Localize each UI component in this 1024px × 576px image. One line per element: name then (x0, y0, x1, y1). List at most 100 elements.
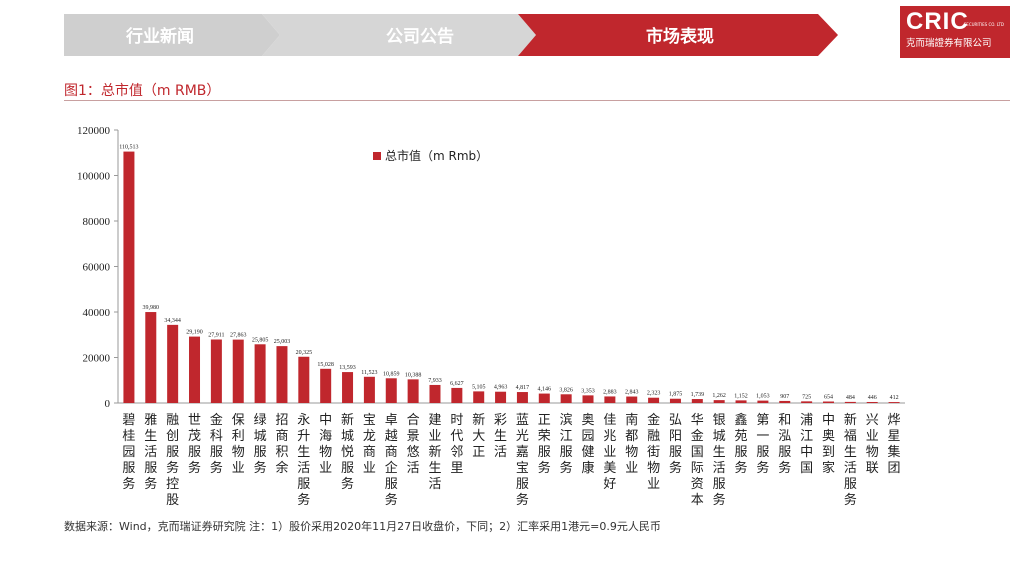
x-tick-label: 星 (888, 429, 901, 444)
x-tick-label: 生 (713, 445, 726, 460)
x-tick-label: 商 (385, 445, 398, 460)
data-label: 6,627 (450, 381, 464, 387)
x-tick-label: 南 (625, 412, 638, 428)
data-label: 39,980 (143, 305, 160, 311)
data-label: 15,028 (317, 362, 334, 368)
x-tick-label: 新 (341, 412, 354, 428)
x-tick-label: 活 (844, 461, 857, 476)
bar (189, 336, 201, 403)
x-tick-label: 中 (822, 413, 835, 428)
data-label: 725 (802, 394, 811, 400)
y-tick-label: 80000 (83, 216, 111, 228)
x-tick-label: 物 (625, 445, 638, 460)
x-tick-label: 茂 (188, 429, 201, 444)
data-label: 10,388 (405, 372, 422, 378)
x-tick-label: 园 (582, 429, 595, 444)
x-tick-label: 大 (472, 429, 485, 444)
x-tick-label: 金 (691, 428, 704, 444)
x-tick-label: 城 (713, 429, 726, 444)
data-label: 110,513 (119, 145, 138, 151)
bar (691, 399, 703, 403)
nav-tabs: 行业新闻 公司公告 市场表现 (64, 14, 838, 56)
x-tick-label: 江 (560, 429, 573, 444)
x-tick-label: 服 (122, 461, 135, 476)
data-label: 34,344 (164, 318, 181, 324)
bar (888, 402, 900, 403)
x-tick-label: 生 (428, 461, 441, 476)
data-label: 484 (846, 395, 855, 401)
x-tick-label: 服 (385, 477, 398, 492)
y-tick-label: 40000 (83, 307, 111, 319)
x-tick-label: 建 (428, 413, 441, 428)
y-tick-label: 20000 (83, 353, 111, 365)
bar (648, 397, 660, 403)
x-tick-label: 嘉 (516, 445, 529, 460)
x-tick-label: 邻 (450, 445, 463, 460)
data-label: 11,523 (361, 370, 377, 376)
x-tick-label: 商 (275, 429, 288, 444)
x-tick-label: 都 (625, 429, 638, 444)
source-footnote: 数据来源：Wind，克而瑞证券研究院 注：1）股价采用2020年11月27日收盘… (64, 520, 661, 533)
x-tick-label: 第 (756, 413, 769, 428)
data-label: 25,805 (252, 337, 269, 343)
x-tick-label: 融 (647, 429, 660, 444)
x-tick-label: 余 (275, 460, 288, 476)
bar (757, 400, 769, 403)
x-tick-label: 商 (363, 445, 376, 460)
x-tick-label: 务 (516, 492, 529, 508)
tab-industry-news-label: 行业新闻 (125, 26, 194, 47)
x-tick-label: 招 (275, 413, 288, 428)
x-tick-label: 光 (516, 429, 529, 444)
x-tick-label: 务 (756, 460, 769, 476)
bar (232, 339, 244, 403)
x-tick-label: 活 (713, 461, 726, 476)
tab-company-announcements[interactable] (262, 14, 536, 56)
tab-market-performance[interactable] (518, 14, 838, 56)
x-tick-label: 佳 (603, 413, 616, 428)
x-tick-label: 兆 (603, 429, 616, 444)
bar (167, 324, 179, 403)
bar (669, 398, 681, 403)
x-tick-label: 城 (254, 429, 267, 444)
data-label: 3,353 (581, 388, 595, 394)
x-tick-label: 桂 (122, 429, 135, 444)
x-tick-label: 团 (888, 461, 901, 476)
x-tick-label: 业 (319, 461, 332, 476)
x-tick-label: 碧 (122, 413, 135, 428)
x-tick-label: 国 (800, 461, 813, 476)
x-tick-label: 海 (319, 429, 332, 444)
x-tick-label: 服 (254, 445, 267, 460)
y-tick-label: 60000 (83, 262, 111, 274)
bar (713, 400, 725, 403)
data-label: 4,817 (516, 385, 530, 391)
x-tick-label: 活 (407, 461, 420, 476)
data-label: 4,146 (538, 387, 552, 393)
data-label: 1,875 (669, 392, 683, 398)
x-tick-label: 科 (210, 429, 223, 444)
x-tick-label: 活 (144, 445, 157, 460)
x-tick-label: 业 (428, 429, 441, 444)
data-label: 1,262 (712, 393, 726, 399)
x-tick-label: 彩 (494, 413, 507, 428)
x-tick-label: 街 (647, 445, 660, 460)
logo-wordmark: CRIC (906, 8, 969, 35)
x-tick-label: 中 (319, 413, 332, 428)
x-tick-label: 服 (778, 445, 791, 460)
x-tick-label: 务 (341, 476, 354, 492)
x-tick-label: 务 (385, 492, 398, 508)
bar (495, 391, 507, 403)
x-tick-label: 荣 (538, 429, 551, 444)
x-tick-label: 中 (800, 445, 813, 460)
x-tick-label: 滨 (560, 412, 573, 428)
x-tick-label: 代 (450, 429, 463, 444)
tab-industry-news[interactable] (64, 14, 280, 56)
data-label: 2,883 (603, 389, 617, 395)
bar (210, 339, 222, 403)
data-label: 2,843 (625, 390, 639, 396)
bar (320, 368, 332, 403)
x-tick-label: 股 (166, 493, 179, 508)
data-label: 7,933 (428, 378, 442, 384)
x-tick-label: 服 (166, 445, 179, 460)
x-tick-label: 本 (691, 493, 704, 508)
x-tick-label: 江 (800, 429, 813, 444)
